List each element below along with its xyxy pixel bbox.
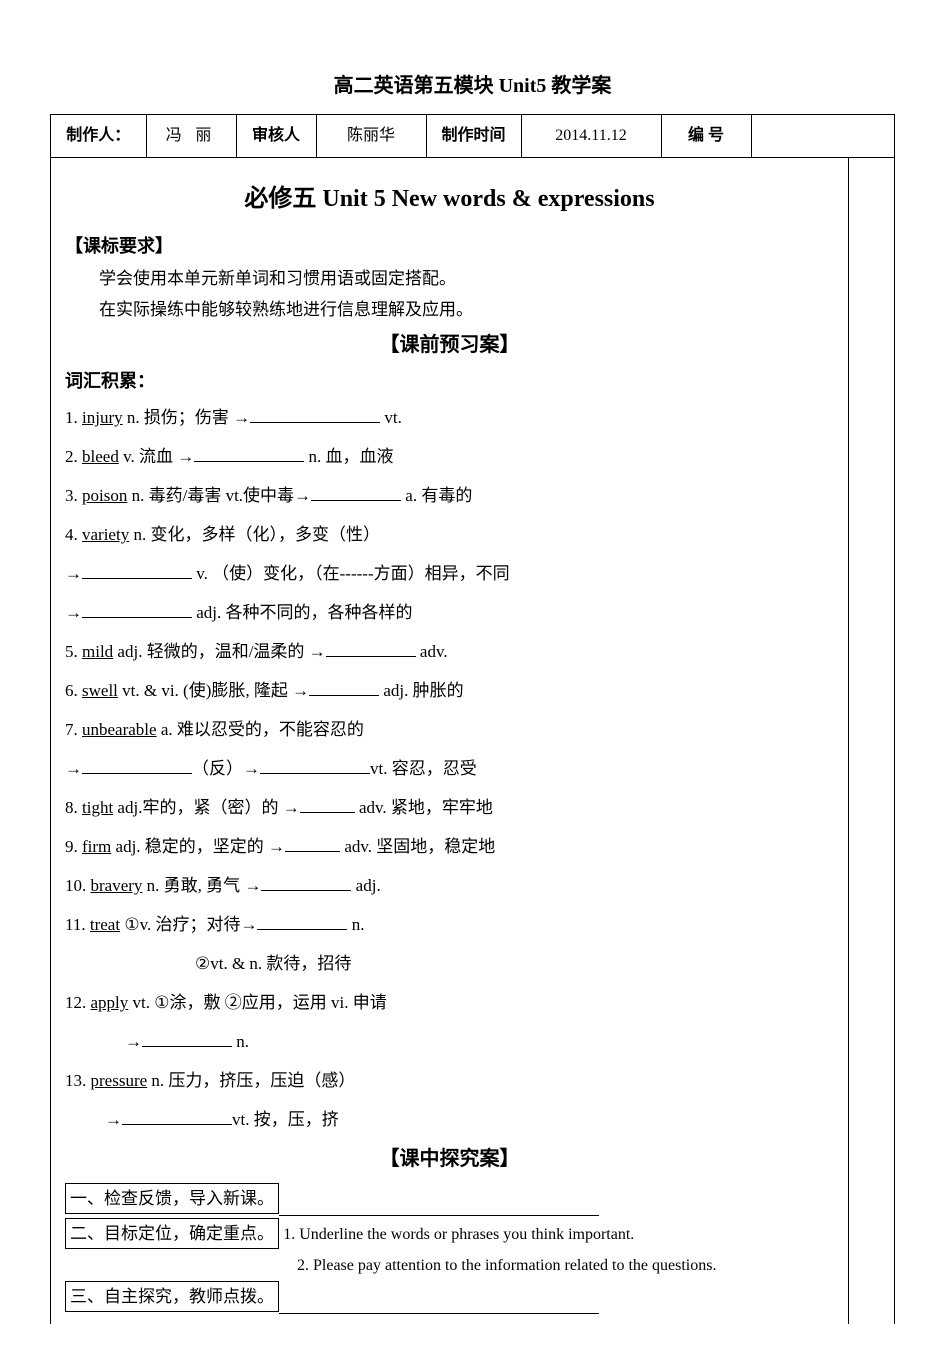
header-author-value: 冯 丽: [146, 115, 236, 157]
main-heading-en: Unit 5 New words & expressions: [322, 186, 654, 212]
vocab-item-8: 8. tight adj.牢的，紧（密）的 → adv. 紧地，牢牢地: [65, 791, 834, 825]
vocab-item-3: 3. poison n. 毒药/毒害 vt.使中毒→ a. 有毒的: [65, 479, 834, 513]
blank: [260, 755, 370, 774]
vocab-item-12b: → n.: [65, 1025, 834, 1059]
word-unbearable: unbearable: [82, 720, 157, 739]
step-box-1: 一、检查反馈，导入新课。: [65, 1183, 279, 1214]
vocab-item-1: 1. injury n. 损伤；伤害 → vt.: [65, 401, 834, 435]
main-heading: 必修五 Unit 5 New words & expressions: [65, 180, 834, 218]
step-box-3: 三、自主探究，教师点拨。: [65, 1281, 279, 1312]
inclass-heading: 【课中探究案】: [65, 1143, 834, 1175]
content-row: 必修五 Unit 5 New words & expressions 【课标要求…: [51, 158, 894, 1325]
vocab-item-7: 7. unbearable a. 难以忍受的，不能容忍的: [65, 713, 834, 747]
requirements-heading: 【课标要求】: [65, 232, 834, 261]
vocab-item-4: 4. variety n. 变化，多样（化），多变（性）: [65, 518, 834, 552]
vocab-heading: 词汇积累：: [65, 367, 834, 396]
step-box-2: 二、目标定位，确定重点。: [65, 1218, 279, 1249]
vocab-item-12: 12. apply vt. ①涂，敷 ②应用，运用 vi. 申请: [65, 986, 834, 1020]
vocab-item-13: 13. pressure n. 压力，挤压，压迫（感）: [65, 1064, 834, 1098]
blank: [285, 833, 340, 852]
blank: [257, 911, 347, 930]
vocab-item-11: 11. treat ①v. 治疗；对待→ n.: [65, 908, 834, 942]
blank: [300, 794, 355, 813]
blank: [311, 482, 401, 501]
page-title-suffix: 教学案: [551, 75, 611, 97]
vocab-item-7b: →（反）→vt. 容忍，忍受: [65, 752, 834, 786]
word-treat: treat: [90, 915, 120, 934]
header-number-value: [751, 115, 894, 157]
header-reviewer-label: 审核人: [236, 115, 316, 157]
header-date-label: 制作时间: [426, 115, 521, 157]
header-date-value: 2014.11.12: [521, 115, 661, 157]
document-frame: 制作人： 冯 丽 审核人 陈丽华 制作时间 2014.11.12 编 号 必修五…: [50, 114, 895, 1324]
word-variety: variety: [82, 525, 129, 544]
preclass-heading: 【课前预习案】: [65, 329, 834, 361]
blank: [142, 1028, 232, 1047]
step-2-note-2: 2. Please pay attention to the informati…: [297, 1257, 716, 1274]
header-number-label: 编 号: [661, 115, 751, 157]
header-row: 制作人： 冯 丽 审核人 陈丽华 制作时间 2014.11.12 编 号: [51, 115, 894, 157]
blank: [122, 1106, 232, 1125]
page-title: 高二英语第五模块 Unit5 教学案: [50, 70, 895, 102]
blank: [82, 599, 192, 618]
vocab-item-11b: ②vt. & n. 款待，招待: [65, 947, 834, 981]
step-3-row: 三、自主探究，教师点拨。: [65, 1279, 834, 1314]
blank: [82, 560, 192, 579]
word-injury: injury: [82, 408, 123, 427]
blank-line: [279, 1196, 599, 1216]
word-bravery: bravery: [91, 876, 143, 895]
vocab-item-6: 6. swell vt. & vi. (使)膨胀, 隆起 → adj. 肿胀的: [65, 674, 834, 708]
step-1-row: 一、检查反馈，导入新课。: [65, 1181, 834, 1216]
blank: [309, 677, 379, 696]
blank: [326, 638, 416, 657]
word-tight: tight: [82, 798, 113, 817]
word-apply: apply: [91, 993, 129, 1012]
vocab-item-13b: →vt. 按，压，挤: [65, 1103, 834, 1137]
step-2-row: 二、目标定位，确定重点。 1. Underline the words or p…: [65, 1216, 834, 1251]
blank: [194, 443, 304, 462]
word-pressure: pressure: [91, 1071, 148, 1090]
req-line-1: 学会使用本单元新单词和习惯用语或固定搭配。: [65, 265, 834, 292]
word-poison: poison: [82, 486, 127, 505]
word-bleed: bleed: [82, 447, 119, 466]
content-main: 必修五 Unit 5 New words & expressions 【课标要求…: [51, 158, 849, 1325]
blank: [261, 872, 351, 891]
word-firm: firm: [82, 837, 111, 856]
page-title-unit: Unit5: [499, 75, 552, 97]
step-2-note-2-row: 2. Please pay attention to the informati…: [65, 1251, 834, 1279]
vocab-item-10: 10. bravery n. 勇敢, 勇气 → adj.: [65, 869, 834, 903]
step-2-note-1: 1. Underline the words or phrases you th…: [283, 1226, 634, 1243]
word-swell: swell: [82, 681, 118, 700]
main-heading-cn: 必修五: [244, 186, 322, 212]
blank: [82, 755, 192, 774]
vocab-item-2: 2. bleed v. 流血 → n. 血，血液: [65, 440, 834, 474]
page-title-cn: 高二英语第五模块: [334, 75, 499, 97]
blank: [250, 404, 380, 423]
content-side: [849, 158, 894, 1325]
vocab-item-5: 5. mild adj. 轻微的，温和/温柔的 → adv.: [65, 635, 834, 669]
header-table: 制作人： 冯 丽 审核人 陈丽华 制作时间 2014.11.12 编 号: [51, 115, 894, 158]
vocab-item-4c: → adj. 各种不同的，各种各样的: [65, 596, 834, 630]
blank-line: [279, 1294, 599, 1314]
word-mild: mild: [82, 642, 113, 661]
vocab-item-9: 9. firm adj. 稳定的，坚定的 → adv. 坚固地，稳定地: [65, 830, 834, 864]
header-author-label: 制作人：: [51, 115, 146, 157]
req-line-2: 在实际操练中能够较熟练地进行信息理解及应用。: [65, 296, 834, 323]
header-reviewer-value: 陈丽华: [316, 115, 426, 157]
vocab-item-4b: → v. （使）变化，（在------方面）相异，不同: [65, 557, 834, 591]
